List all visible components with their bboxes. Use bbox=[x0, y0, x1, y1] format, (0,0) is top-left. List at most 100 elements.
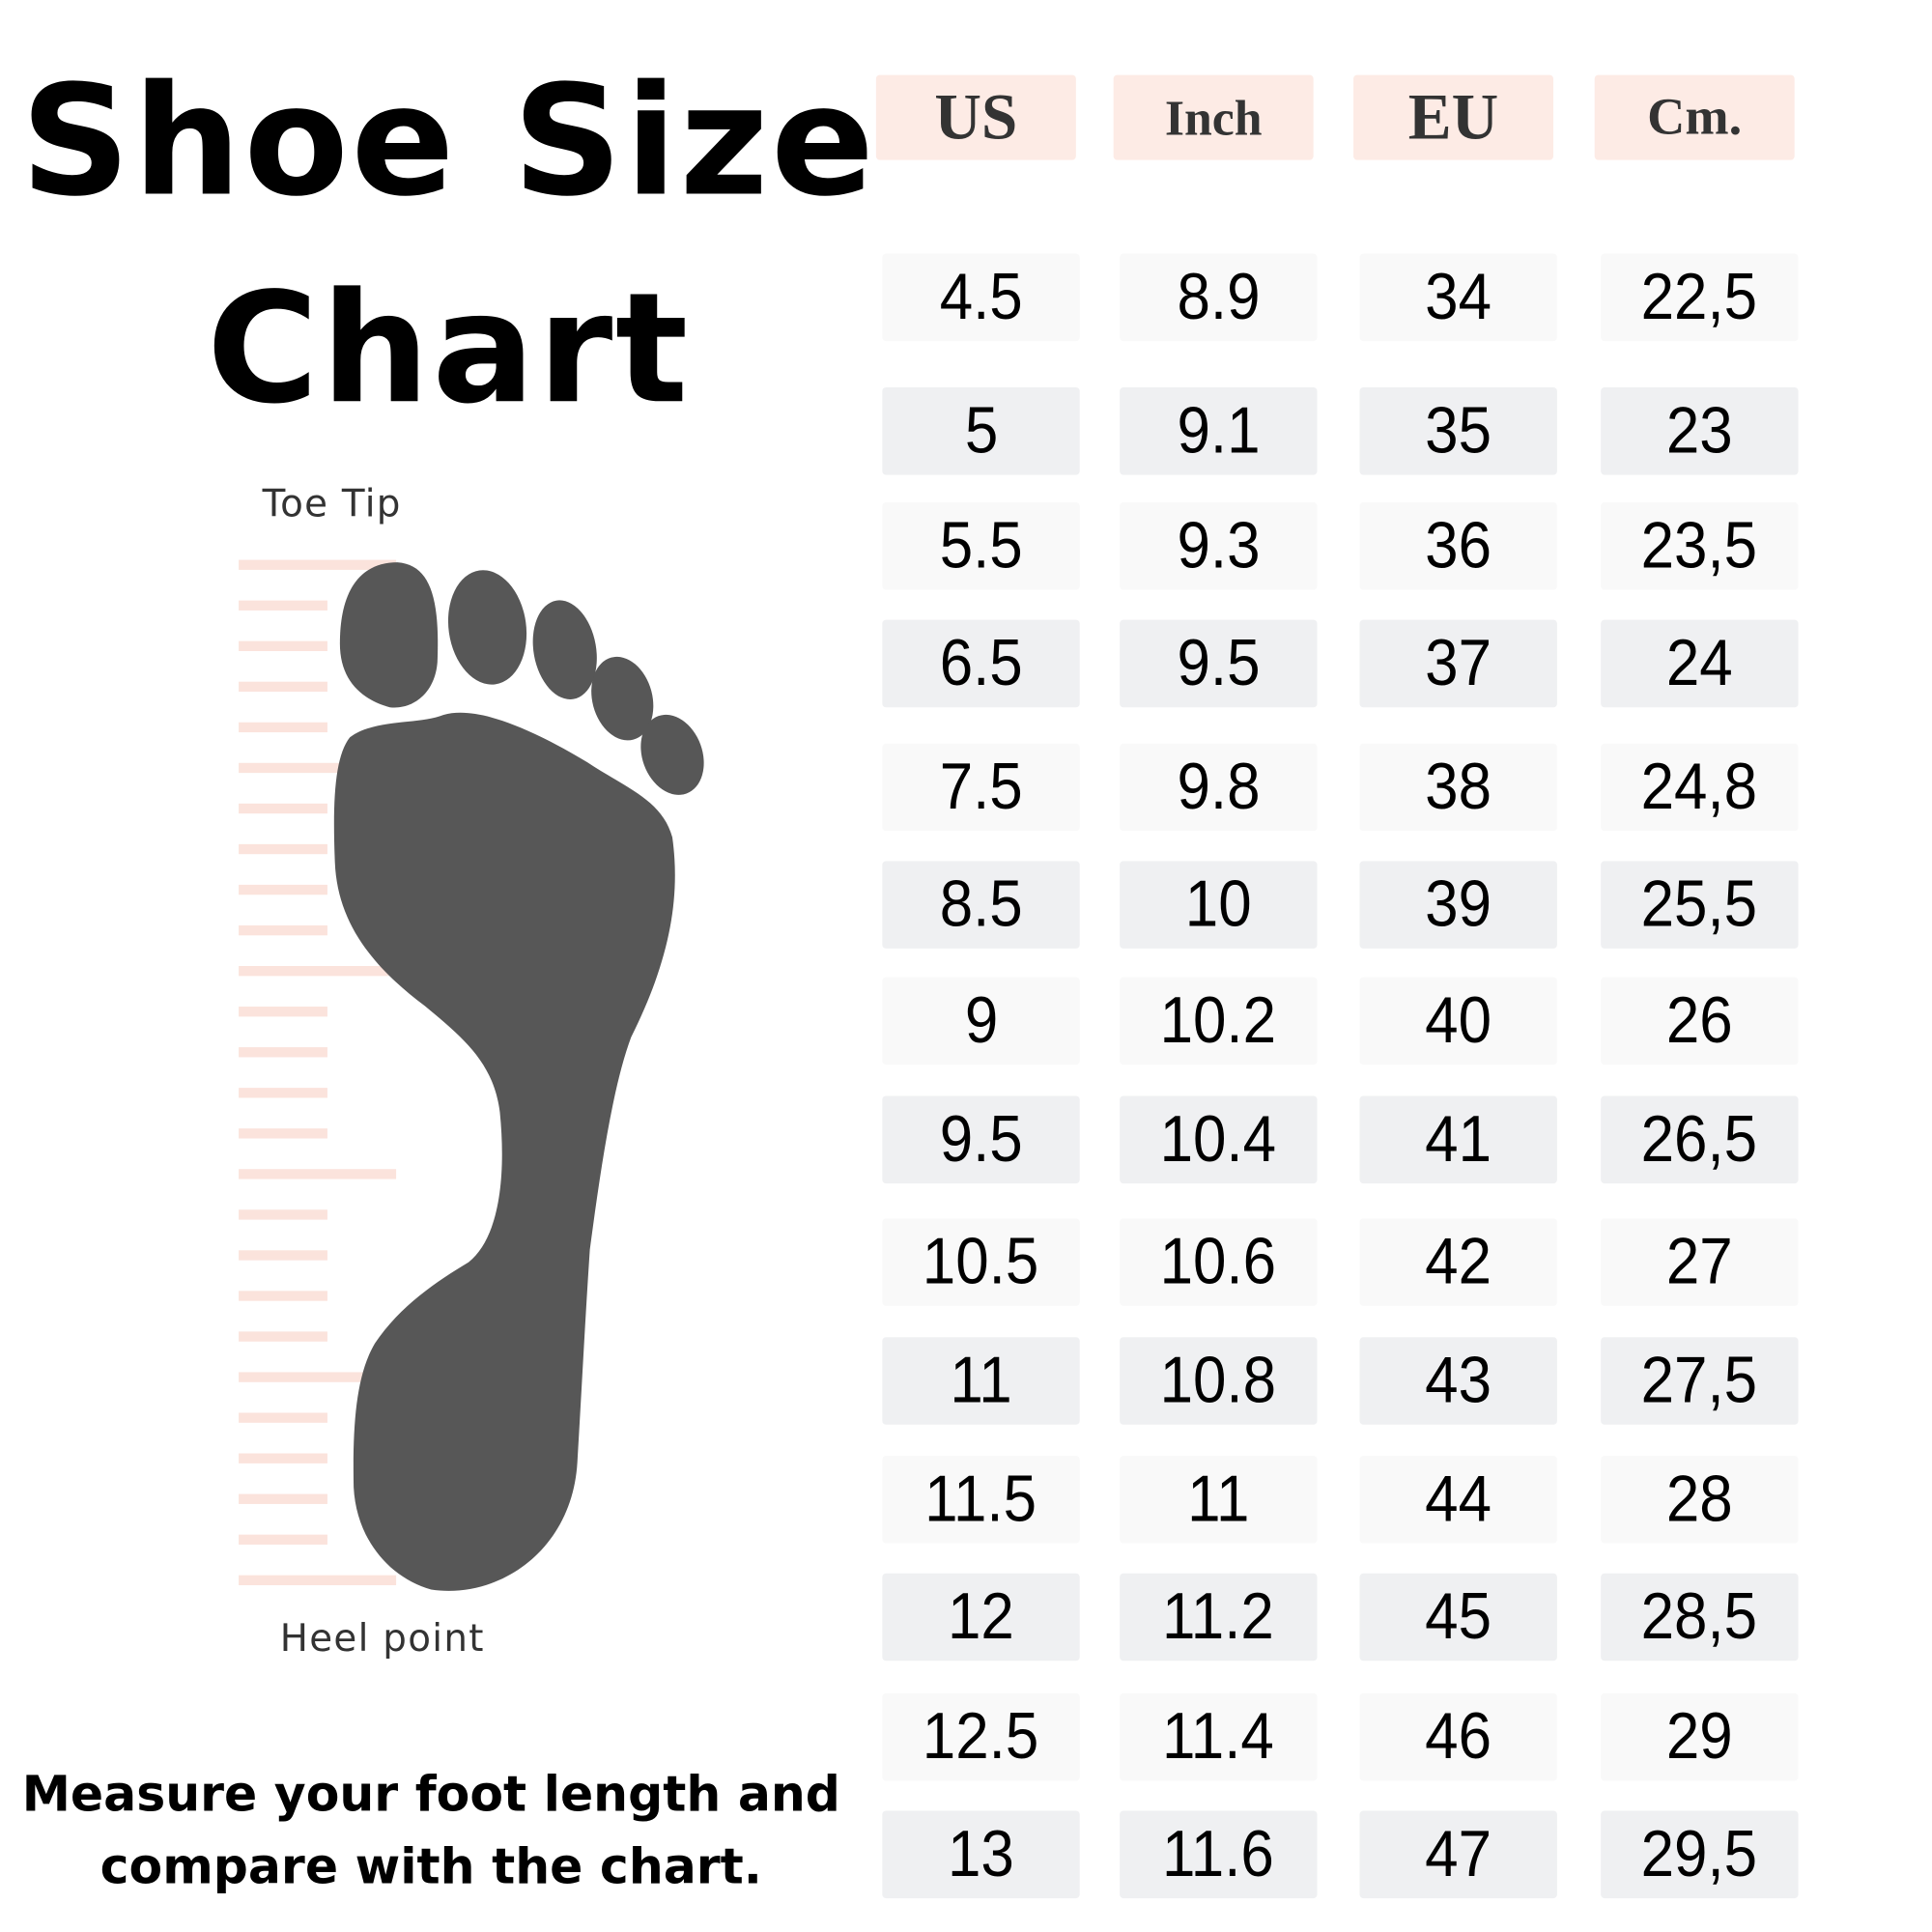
cell-value: 42 bbox=[1425, 1226, 1492, 1299]
cell-cm: 28 bbox=[1601, 1456, 1799, 1544]
ruler-tick bbox=[239, 1453, 327, 1463]
cell-value: 11.6 bbox=[1162, 1818, 1275, 1891]
cell-us: 6.5 bbox=[882, 619, 1080, 708]
cell-cm: 22,5 bbox=[1601, 253, 1799, 342]
cell-cm: 27 bbox=[1601, 1218, 1799, 1306]
cell-cm: 27,5 bbox=[1601, 1337, 1799, 1425]
foot-diagram bbox=[239, 559, 704, 1591]
ruler-tick bbox=[239, 1007, 327, 1017]
cell-us: 11.5 bbox=[882, 1456, 1080, 1544]
ruler-tick bbox=[239, 1331, 327, 1342]
cell-value: 38 bbox=[1425, 751, 1492, 824]
cell-value: 34 bbox=[1425, 261, 1492, 334]
header-eu: EU bbox=[1353, 74, 1554, 160]
header-inch: Inch bbox=[1113, 74, 1314, 160]
cell-us: 12 bbox=[882, 1573, 1080, 1662]
cell-eu: 41 bbox=[1359, 1095, 1557, 1184]
cell-value: 10.8 bbox=[1160, 1344, 1277, 1418]
cell-value: 36 bbox=[1425, 509, 1492, 582]
ruler-tick bbox=[239, 1128, 327, 1139]
cell-value: 11.2 bbox=[1162, 1580, 1275, 1654]
cell-value: 24 bbox=[1665, 627, 1733, 700]
ruler-tick bbox=[239, 1412, 327, 1423]
cell-value: 27 bbox=[1665, 1226, 1733, 1299]
cell-us: 4.5 bbox=[882, 253, 1080, 342]
cell-us: 9 bbox=[882, 977, 1080, 1065]
ruler-tick bbox=[239, 1209, 327, 1220]
cell-value: 11 bbox=[950, 1344, 1012, 1418]
cell-value: 9.5 bbox=[1177, 627, 1261, 700]
cell-inch: 10.6 bbox=[1120, 1218, 1318, 1306]
cell-value: 7.5 bbox=[939, 751, 1023, 824]
cell-value: 12.5 bbox=[923, 1700, 1039, 1774]
cell-value: 23 bbox=[1665, 394, 1733, 468]
cell-us: 13 bbox=[882, 1810, 1080, 1899]
cell-value: 28 bbox=[1665, 1463, 1733, 1536]
foot-icon bbox=[333, 562, 704, 1591]
ruler-major-tick bbox=[239, 1169, 397, 1179]
cell-eu: 40 bbox=[1359, 977, 1557, 1065]
cell-value: 10.2 bbox=[1160, 984, 1277, 1058]
ruler-tick bbox=[239, 924, 327, 936]
cell-value: 43 bbox=[1425, 1344, 1492, 1418]
cell-us: 11 bbox=[882, 1337, 1080, 1425]
cell-eu: 44 bbox=[1359, 1456, 1557, 1544]
cell-value: 41 bbox=[1425, 1103, 1492, 1177]
cell-inch: 11.2 bbox=[1120, 1573, 1318, 1662]
ruler-tick bbox=[239, 1291, 327, 1301]
cell-value: 10.5 bbox=[923, 1226, 1039, 1299]
cell-inch: 10.4 bbox=[1120, 1095, 1318, 1184]
cell-value: 37 bbox=[1425, 627, 1492, 700]
ruler-tick bbox=[239, 843, 327, 855]
cell-value: 9.8 bbox=[1177, 751, 1261, 824]
cell-value: 9.3 bbox=[1177, 509, 1261, 582]
cell-eu: 45 bbox=[1359, 1573, 1557, 1662]
cell-eu: 42 bbox=[1359, 1218, 1557, 1306]
ruler-tick bbox=[239, 884, 327, 895]
ruler-tick bbox=[239, 1047, 327, 1058]
cell-cm: 28,5 bbox=[1601, 1573, 1799, 1662]
cell-us: 7.5 bbox=[882, 743, 1080, 832]
cell-eu: 47 bbox=[1359, 1810, 1557, 1899]
measurement-ruler bbox=[239, 559, 397, 1586]
cell-cm: 23,5 bbox=[1601, 502, 1799, 590]
ruler-tick bbox=[239, 681, 327, 693]
header-us: US bbox=[875, 74, 1076, 160]
cell-us: 9.5 bbox=[882, 1095, 1080, 1184]
cell-cm: 23 bbox=[1601, 387, 1799, 475]
ruler-tick bbox=[239, 600, 327, 611]
cell-value: 5.5 bbox=[939, 509, 1023, 582]
title-line-2: Chart bbox=[206, 260, 691, 438]
cell-value: 12 bbox=[948, 1580, 1014, 1654]
cell-eu: 37 bbox=[1359, 619, 1557, 708]
cell-eu: 39 bbox=[1359, 861, 1557, 949]
cell-cm: 24 bbox=[1601, 619, 1799, 708]
cell-value: 9.5 bbox=[939, 1103, 1023, 1177]
cell-inch: 9.8 bbox=[1120, 743, 1318, 832]
ruler-major-tick bbox=[239, 762, 397, 774]
cell-value: 6.5 bbox=[939, 627, 1023, 700]
cell-inch: 8.9 bbox=[1120, 253, 1318, 342]
cell-inch: 11.6 bbox=[1120, 1810, 1318, 1899]
cell-cm: 29 bbox=[1601, 1692, 1799, 1781]
ruler-major-tick bbox=[239, 559, 397, 570]
cell-us: 8.5 bbox=[882, 861, 1080, 949]
header-cm: Cm. bbox=[1594, 74, 1795, 160]
cell-eu: 36 bbox=[1359, 502, 1557, 590]
cell-value: 13 bbox=[948, 1818, 1014, 1891]
ruler-tick bbox=[239, 1493, 327, 1504]
cell-us: 5 bbox=[882, 387, 1080, 475]
cell-cm: 25,5 bbox=[1601, 861, 1799, 949]
toe-tip-label: Toe Tip bbox=[262, 482, 402, 526]
cell-value: 4.5 bbox=[939, 261, 1023, 334]
cell-inch: 11.4 bbox=[1120, 1692, 1318, 1781]
cell-value: 35 bbox=[1425, 394, 1492, 468]
cell-value: 11 bbox=[1187, 1463, 1250, 1536]
cell-value: 8.9 bbox=[1177, 261, 1261, 334]
cell-value: 5 bbox=[964, 394, 998, 468]
cell-value: 44 bbox=[1425, 1463, 1492, 1536]
cell-cm: 26,5 bbox=[1601, 1095, 1799, 1184]
ruler-tick bbox=[239, 722, 327, 733]
cell-cm: 29,5 bbox=[1601, 1810, 1799, 1899]
cell-cm: 24,8 bbox=[1601, 743, 1799, 832]
